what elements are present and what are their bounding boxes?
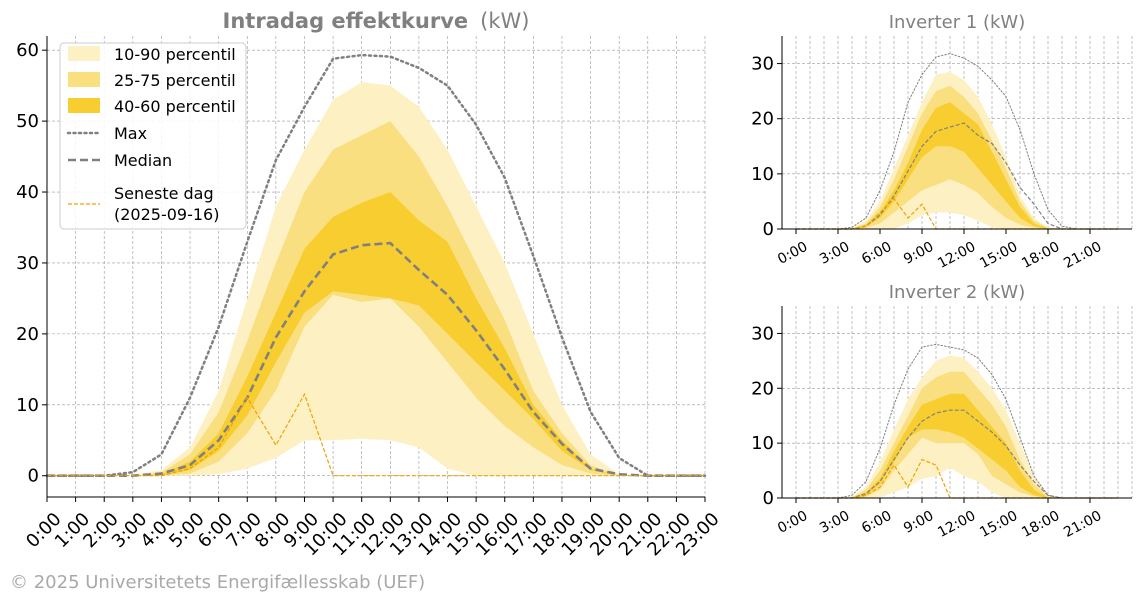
- y-tick-label: 0: [763, 488, 774, 509]
- x-tick-label: 15:00: [977, 239, 1020, 272]
- band-40-60-percentil: [796, 393, 1118, 498]
- legend-label: Median: [114, 151, 172, 170]
- y-tick-label: 60: [16, 40, 39, 61]
- x-tick-label: 18:00: [1019, 508, 1062, 541]
- chart-title-main: Intradag effektkurve: [223, 9, 469, 33]
- legend: 10-90 percentil 25-75 percentil 40-60 perc…: [59, 42, 247, 230]
- y-tick-label: 40: [16, 182, 39, 203]
- legend-box: [59, 42, 247, 230]
- x-tick-label: 6:00: [859, 508, 894, 537]
- y-tick-label: 20: [751, 378, 774, 399]
- chart-main: 01020304050600:001:002:003:004:005:006:0…: [16, 9, 723, 560]
- x-tick-label: 12:00: [935, 508, 978, 541]
- legend-label: Max: [114, 124, 147, 143]
- series-max: [45, 53, 707, 477]
- legend-swatch: [68, 72, 100, 87]
- band-40-60-percentil: [47, 192, 705, 476]
- x-tick-label: 15:00: [977, 508, 1020, 541]
- x-tick-label: 0:00: [775, 508, 810, 537]
- y-tick-label: 0: [763, 219, 774, 240]
- legend-label: (2025-09-16): [114, 205, 219, 224]
- y-tick-label: 20: [751, 109, 774, 130]
- x-tick-label: 0:00: [775, 239, 810, 268]
- chart-inv1: 0 10 20 30 0:00 3:00 6:00 9:0012:0015:0018:0021…: [751, 12, 1133, 272]
- x-tick-label: 3:00: [817, 239, 852, 268]
- x-tick-label: 21:00: [1061, 239, 1104, 272]
- chart-title: Inverter 1 (kW): [889, 12, 1026, 33]
- x-tick-label: 9:00: [901, 239, 936, 268]
- series-latest-day: [47, 392, 705, 477]
- legend-label: 40-60 percentil: [114, 97, 236, 116]
- y-tick-label: 0: [28, 466, 39, 487]
- legend-swatch: [68, 98, 100, 113]
- x-tick-label: 6:00: [859, 239, 894, 268]
- x-tick-label: 18:00: [1019, 239, 1062, 272]
- chart-title: Intradag effektkurve (kW): [223, 9, 530, 33]
- y-tick-label: 30: [751, 54, 774, 75]
- y-tick-label: 10: [751, 433, 774, 454]
- chart-inv2: 0 10 20 30 0:00 3:00 6:00 9:0012:0015:0018:0021…: [751, 282, 1133, 541]
- y-tick-label: 10: [16, 395, 39, 416]
- x-tick-label: 3:00: [817, 508, 852, 537]
- series-max: [795, 53, 1119, 230]
- band-25-75-percentil: [796, 85, 1118, 229]
- y-tick-label: 50: [16, 111, 39, 132]
- chart-title: Inverter 2 (kW): [889, 282, 1026, 303]
- x-tick-label: 21:00: [1061, 508, 1104, 541]
- legend-swatch: [68, 46, 100, 61]
- y-tick-label: 20: [16, 324, 39, 345]
- x-tick-label: 9:00: [901, 508, 936, 537]
- series-median: [47, 241, 705, 478]
- legend-label: Seneste dag: [114, 184, 214, 203]
- y-tick-label: 30: [751, 323, 774, 344]
- band-40-60-percentil: [796, 102, 1118, 229]
- y-tick-label: 30: [16, 253, 39, 274]
- chart-title-unit: (kW): [480, 9, 529, 33]
- copyright-footer: © 2025 Universitetets Energifællesskab (…: [10, 572, 426, 593]
- band-25-75-percentil: [47, 121, 705, 476]
- x-tick-label: 12:00: [935, 239, 978, 272]
- legend-label: 25-75 percentil: [114, 71, 236, 90]
- legend-label: 10-90 percentil: [114, 45, 236, 64]
- y-tick-label: 10: [751, 164, 774, 185]
